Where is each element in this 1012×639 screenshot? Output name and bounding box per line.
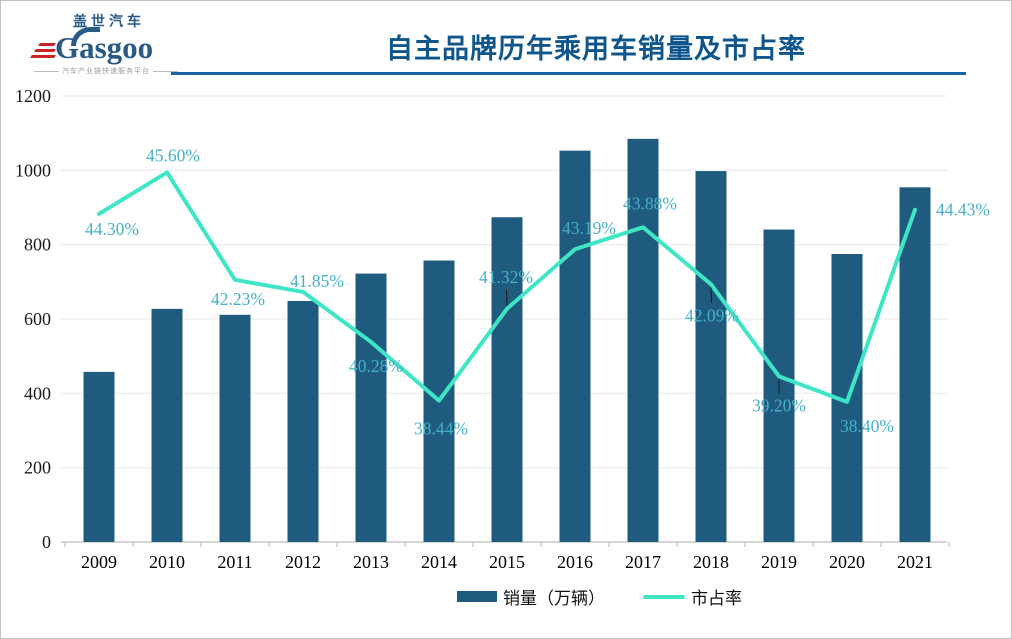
legend-share-label: 市占率 bbox=[691, 589, 742, 608]
line-swatch-icon bbox=[643, 594, 685, 599]
bar-2021[interactable] bbox=[899, 187, 931, 543]
bar-2016[interactable] bbox=[559, 150, 591, 542]
bar-2017[interactable] bbox=[627, 138, 659, 543]
y-axis-tick-label: 600 bbox=[24, 309, 51, 329]
logo-cjk-text: 盖世汽车 bbox=[73, 13, 145, 29]
bar-2009[interactable] bbox=[83, 371, 115, 542]
share-label-2009: 44.30% bbox=[85, 219, 139, 239]
share-label-2016: 43.19% bbox=[562, 218, 616, 238]
chart-legend: 销量（万辆） 市占率 bbox=[457, 584, 742, 609]
x-axis-label-2017: 2017 bbox=[625, 552, 661, 572]
x-axis-label-2010: 2010 bbox=[149, 552, 185, 572]
legend-item-share[interactable]: 市占率 bbox=[643, 584, 742, 609]
bar-2018[interactable] bbox=[695, 171, 727, 542]
share-label-2015: 41.32% bbox=[479, 267, 533, 287]
legend-item-sales[interactable]: 销量（万辆） bbox=[457, 584, 605, 609]
label-leader-line bbox=[710, 287, 712, 303]
logo-tagline: 汽车产业链快速服务平台 bbox=[31, 66, 181, 76]
share-label-2020: 38.40% bbox=[840, 416, 894, 436]
y-axis-tick-label: 1200 bbox=[15, 86, 51, 106]
bar-2010[interactable] bbox=[151, 308, 183, 542]
logo-arc-icon bbox=[71, 27, 100, 46]
y-axis-tick-label: 0 bbox=[42, 532, 51, 552]
share-label-2013: 40.28% bbox=[349, 356, 403, 376]
y-axis-tick-label: 200 bbox=[24, 458, 51, 478]
share-label-2021: 44.43% bbox=[936, 200, 990, 220]
y-axis-tick-label: 400 bbox=[24, 383, 51, 403]
x-axis-label-2016: 2016 bbox=[557, 552, 593, 572]
share-label-2019: 39.20% bbox=[752, 395, 806, 415]
x-axis-label-2019: 2019 bbox=[761, 552, 797, 572]
x-axis-label-2021: 2021 bbox=[897, 552, 933, 572]
label-leader-line bbox=[506, 289, 508, 306]
x-axis-label-2015: 2015 bbox=[489, 552, 525, 572]
market-share-line[interactable] bbox=[97, 170, 917, 404]
x-axis-label-2009: 2009 bbox=[81, 552, 117, 572]
bar-2012[interactable] bbox=[287, 300, 319, 542]
share-label-2014: 38.44% bbox=[414, 419, 468, 439]
y-axis-tick-label: 1000 bbox=[15, 160, 51, 180]
x-axis-label-2012: 2012 bbox=[285, 552, 321, 572]
share-label-2017: 43.88% bbox=[623, 193, 677, 213]
bar-2013[interactable] bbox=[355, 273, 387, 542]
legend-sales-label: 销量（万辆） bbox=[503, 589, 605, 608]
x-axis-label-2011: 2011 bbox=[217, 552, 252, 572]
x-axis-label-2018: 2018 bbox=[693, 552, 729, 572]
bar-2011[interactable] bbox=[219, 314, 251, 542]
x-axis-label-2020: 2020 bbox=[829, 552, 865, 572]
share-label-2011: 42.23% bbox=[211, 289, 265, 309]
bar-2015[interactable] bbox=[491, 217, 523, 542]
y-axis-tick-label: 800 bbox=[24, 235, 51, 255]
share-label-2012: 41.85% bbox=[290, 271, 344, 291]
bar-swatch-icon bbox=[457, 591, 497, 602]
x-axis-label-2013: 2013 bbox=[353, 552, 389, 572]
gasgoo-logo: 盖世汽车 Gasgoo 汽车产业链快速服务平台 bbox=[30, 13, 181, 76]
share-label-2018: 42.09% bbox=[685, 305, 739, 325]
x-axis-label-2014: 2014 bbox=[421, 552, 457, 572]
page-title: 自主品牌历年乘用车销量及市占率 bbox=[386, 34, 806, 64]
title-underline bbox=[171, 72, 966, 75]
logo-brand-text: Gasgoo bbox=[55, 30, 154, 65]
share-label-2010: 45.60% bbox=[146, 145, 200, 165]
